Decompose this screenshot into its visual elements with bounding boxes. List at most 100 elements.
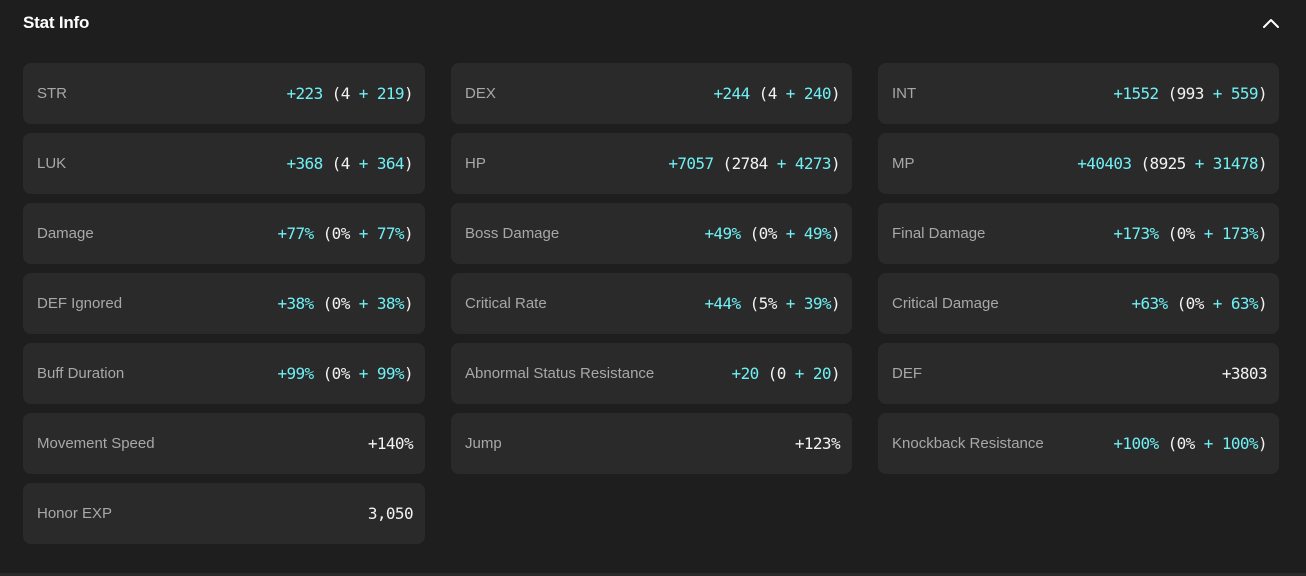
stat-value: +1552 (993 + 559) (1113, 84, 1267, 103)
stat-total: +63% (1131, 294, 1168, 313)
stat-card: Honor EXP 3,050 (23, 483, 425, 544)
plus-sign: + (349, 154, 377, 173)
paren-close: ) (403, 84, 414, 103)
stat-grid: STR +223 (4 + 219) DEX +244 (4 + 240) INT +15… (23, 63, 1279, 544)
stat-total: +368 (286, 154, 323, 173)
plus-sign: + (1194, 434, 1222, 453)
paren-close: ) (1257, 224, 1268, 243)
stat-card: DEF +3803 (878, 343, 1279, 404)
stat-bonus: 219 (376, 84, 405, 103)
stat-card: MP +40403 (8925 + 31478) (878, 133, 1279, 194)
stat-total: +40403 (1077, 154, 1132, 173)
stat-base: 0% (331, 294, 351, 313)
stat-card: STR +223 (4 + 219) (23, 63, 425, 124)
plus-sign: + (785, 364, 813, 383)
stat-value: +140% (367, 434, 414, 453)
stat-label: Jump (465, 435, 502, 452)
stat-plain-value: +140% (367, 434, 414, 453)
stat-card: INT +1552 (993 + 559) (878, 63, 1279, 124)
stat-base: 0% (1176, 224, 1196, 243)
paren-close: ) (830, 364, 841, 383)
stat-label: Knockback Resistance (892, 435, 1044, 452)
plus-sign: + (1185, 154, 1213, 173)
stat-base: 2784 (731, 154, 769, 173)
stat-value: +77% (0% + 77%) (277, 224, 413, 243)
stat-value: +3803 (1221, 364, 1268, 383)
panel-header[interactable]: Stat Info (23, 10, 1284, 36)
stat-bonus: 240 (803, 84, 832, 103)
stat-label: DEX (465, 85, 496, 102)
stat-label: HP (465, 155, 486, 172)
paren-close: ) (830, 294, 841, 313)
paren-close: ) (403, 154, 414, 173)
paren-close: ) (403, 294, 414, 313)
stat-plain-value: 3,050 (367, 504, 414, 523)
stat-value: +49% (0% + 49%) (704, 224, 840, 243)
stat-bonus: 173% (1221, 224, 1259, 243)
stat-card: HP +7057 (2784 + 4273) (451, 133, 852, 194)
stat-label: Critical Rate (465, 295, 547, 312)
stat-value: +99% (0% + 99%) (277, 364, 413, 383)
paren-close: ) (1257, 434, 1268, 453)
paren-open: ( (1131, 154, 1150, 173)
stat-value: +223 (4 + 219) (286, 84, 413, 103)
stat-value: +40403 (8925 + 31478) (1077, 154, 1267, 173)
stat-value: +38% (0% + 38%) (277, 294, 413, 313)
paren-open: ( (740, 294, 760, 313)
stat-value: +368 (4 + 364) (286, 154, 413, 173)
panel-title: Stat Info (23, 13, 90, 32)
paren-close: ) (830, 154, 841, 173)
plus-sign: + (349, 84, 377, 103)
collapse-button[interactable] (1258, 10, 1284, 36)
stat-card: Buff Duration +99% (0% + 99%) (23, 343, 425, 404)
stat-total: +20 (731, 364, 760, 383)
stat-plain-value: +123% (794, 434, 841, 453)
stat-value: +123% (794, 434, 841, 453)
stat-label: DEF Ignored (37, 295, 123, 312)
stat-label: Damage (37, 225, 94, 242)
stat-base: 0% (1176, 434, 1196, 453)
stat-bonus: 4273 (794, 154, 832, 173)
stat-total: +223 (286, 84, 323, 103)
stat-base: 0% (331, 224, 351, 243)
plus-sign: + (1194, 224, 1222, 243)
stat-card: Movement Speed +140% (23, 413, 425, 474)
stat-total: +244 (713, 84, 750, 103)
stat-total: +1552 (1113, 84, 1159, 103)
paren-open: ( (713, 154, 733, 173)
stat-card: Boss Damage +49% (0% + 49%) (451, 203, 852, 264)
stat-label: Movement Speed (37, 435, 155, 452)
paren-open: ( (313, 364, 333, 383)
stat-bonus: 559 (1230, 84, 1259, 103)
stat-label: DEF (892, 365, 922, 382)
stat-label: Honor EXP (37, 505, 113, 522)
paren-close: ) (1257, 154, 1268, 173)
stat-bonus: 31478 (1212, 154, 1259, 173)
stat-total: +99% (277, 364, 314, 383)
stat-plain-value: +3803 (1221, 364, 1268, 383)
stat-bonus: 38% (376, 294, 405, 313)
paren-open: ( (313, 294, 333, 313)
stat-label: Final Damage (892, 225, 986, 242)
paren-open: ( (1158, 434, 1178, 453)
paren-open: ( (1167, 294, 1187, 313)
paren-open: ( (1158, 224, 1178, 243)
plus-sign: + (776, 294, 804, 313)
stat-label: Buff Duration (37, 365, 125, 382)
paren-close: ) (1257, 294, 1268, 313)
stat-label: STR (37, 85, 67, 102)
plus-sign: + (349, 294, 377, 313)
stat-total: +100% (1113, 434, 1159, 453)
plus-sign: + (1203, 84, 1231, 103)
paren-open: ( (749, 84, 769, 103)
stat-value: +20 (0 + 20) (731, 364, 841, 383)
stat-total: +77% (277, 224, 314, 243)
stat-value: +173% (0% + 173%) (1113, 224, 1267, 243)
stat-bonus: 49% (803, 224, 832, 243)
stat-bonus: 100% (1221, 434, 1259, 453)
plus-sign: + (349, 224, 377, 243)
stat-total: +173% (1113, 224, 1159, 243)
paren-open: ( (322, 154, 342, 173)
stat-base: 0 (776, 364, 787, 383)
